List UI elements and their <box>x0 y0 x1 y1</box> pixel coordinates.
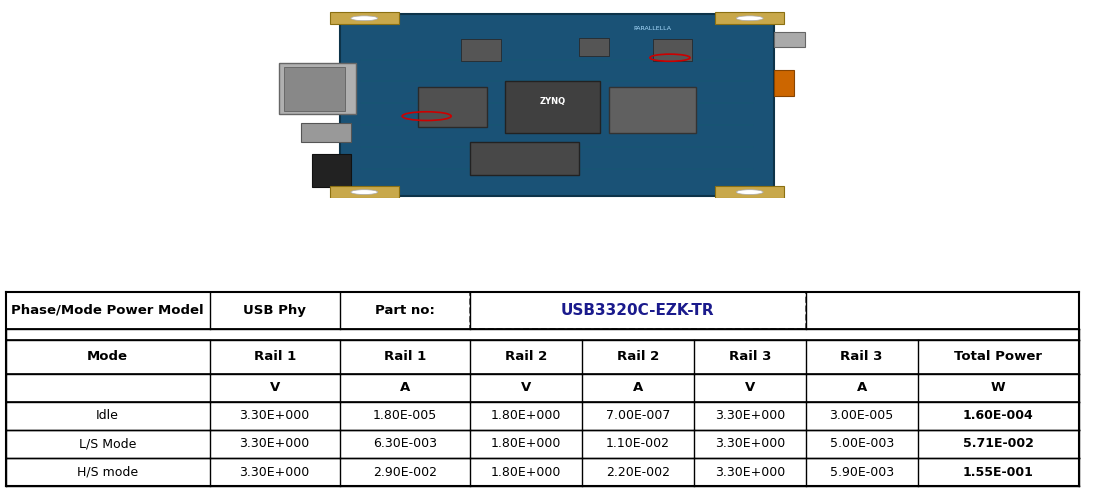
Text: L/S Mode: L/S Mode <box>79 438 136 450</box>
Bar <box>579 38 609 56</box>
Bar <box>330 12 399 24</box>
Text: A: A <box>857 381 867 394</box>
Text: ZYNQ: ZYNQ <box>539 97 566 106</box>
Circle shape <box>351 190 378 195</box>
Text: 3.30E+000: 3.30E+000 <box>240 410 310 422</box>
Text: Rail 1: Rail 1 <box>383 350 426 364</box>
Circle shape <box>736 190 763 195</box>
Bar <box>505 81 600 133</box>
Text: 3.30E+000: 3.30E+000 <box>240 438 310 450</box>
Bar <box>340 14 774 196</box>
Text: Rail 2: Rail 2 <box>617 350 658 364</box>
Bar <box>418 87 488 127</box>
Text: 1.55E-001: 1.55E-001 <box>962 466 1034 479</box>
Text: USB Phy: USB Phy <box>243 304 306 317</box>
Text: Rail 3: Rail 3 <box>840 350 883 364</box>
Text: 5.00E-003: 5.00E-003 <box>830 438 893 450</box>
Text: 2.20E-002: 2.20E-002 <box>606 466 670 479</box>
Text: Rail 3: Rail 3 <box>729 350 771 364</box>
Bar <box>330 186 399 198</box>
Text: 3.30E+000: 3.30E+000 <box>714 466 785 479</box>
Text: A: A <box>400 381 410 394</box>
Bar <box>312 154 351 187</box>
Bar <box>774 32 805 47</box>
Text: Rail 2: Rail 2 <box>505 350 547 364</box>
Text: 5.90E-003: 5.90E-003 <box>830 466 893 479</box>
Bar <box>774 71 794 96</box>
Circle shape <box>351 16 378 21</box>
Text: Part no:: Part no: <box>375 304 434 317</box>
Text: USB3320C-EZK-TR: USB3320C-EZK-TR <box>561 303 714 318</box>
Text: V: V <box>520 381 531 394</box>
Text: H/S mode: H/S mode <box>77 466 138 479</box>
Text: V: V <box>744 381 755 394</box>
Bar <box>470 292 805 329</box>
Text: A: A <box>633 381 643 394</box>
Text: 7.00E-007: 7.00E-007 <box>606 410 670 422</box>
Text: 6.30E-003: 6.30E-003 <box>373 438 437 450</box>
Text: 1.80E+000: 1.80E+000 <box>490 466 561 479</box>
Circle shape <box>736 16 763 21</box>
Text: W: W <box>990 381 1006 394</box>
Text: 3.30E+000: 3.30E+000 <box>240 466 310 479</box>
Bar <box>470 142 579 174</box>
Text: 1.80E-005: 1.80E-005 <box>373 410 437 422</box>
Text: 2.90E-002: 2.90E-002 <box>373 466 437 479</box>
Bar <box>653 40 692 61</box>
Bar <box>715 186 784 198</box>
Text: Rail 1: Rail 1 <box>254 350 296 364</box>
Text: 3.30E+000: 3.30E+000 <box>714 410 785 422</box>
Text: Phase/Mode Power Model: Phase/Mode Power Model <box>11 304 204 317</box>
Text: 3.00E-005: 3.00E-005 <box>830 410 893 422</box>
Text: 1.60E-004: 1.60E-004 <box>962 410 1034 422</box>
Bar <box>715 12 784 24</box>
Text: 1.80E+000: 1.80E+000 <box>490 438 561 450</box>
Text: 3.30E+000: 3.30E+000 <box>714 438 785 450</box>
Text: Idle: Idle <box>96 410 119 422</box>
Bar <box>278 63 356 114</box>
Text: 5.71E-002: 5.71E-002 <box>962 438 1034 450</box>
Text: 1.80E+000: 1.80E+000 <box>490 410 561 422</box>
Text: V: V <box>270 381 280 394</box>
Bar <box>284 67 345 111</box>
Bar <box>461 40 500 61</box>
Text: PARALLELLA: PARALLELLA <box>634 26 672 31</box>
Text: Total Power: Total Power <box>955 350 1042 364</box>
Text: Mode: Mode <box>87 350 128 364</box>
Bar <box>609 87 696 133</box>
Text: 1.10E-002: 1.10E-002 <box>606 438 670 450</box>
Bar <box>301 123 351 142</box>
